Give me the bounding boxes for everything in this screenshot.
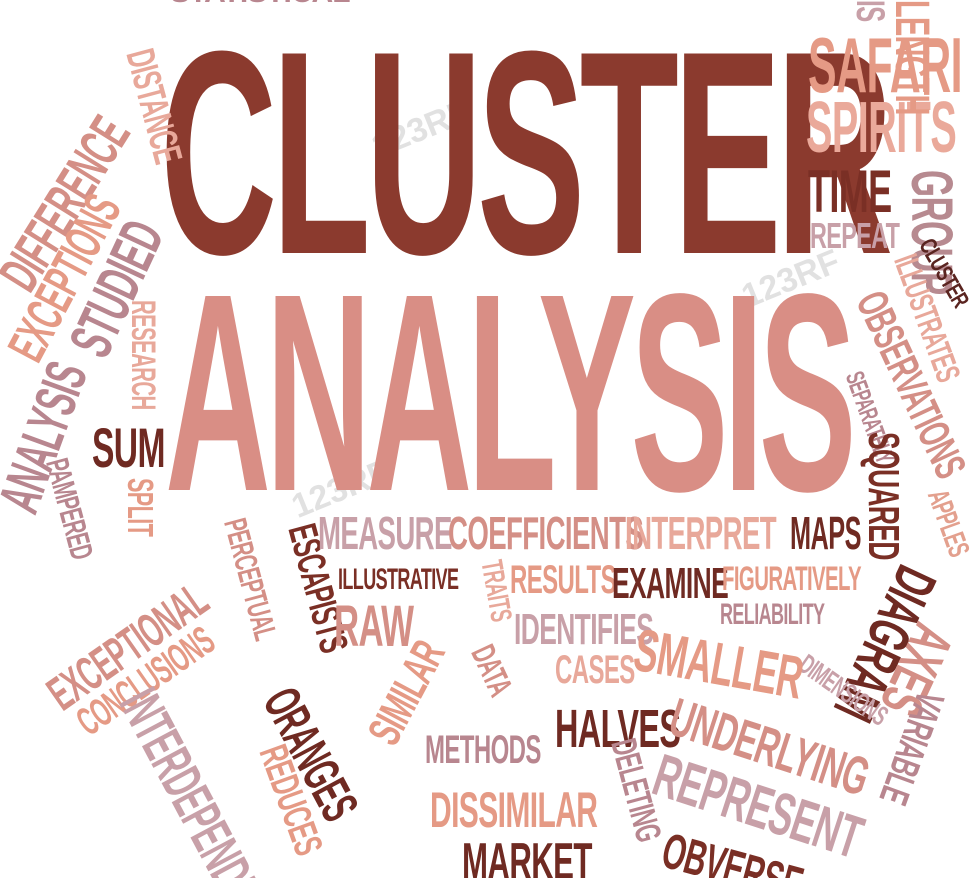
word: SMALLER bbox=[629, 616, 808, 712]
word: RAW bbox=[334, 594, 414, 659]
word: MEASURE bbox=[318, 507, 452, 559]
word: IS bbox=[848, 0, 892, 22]
word: SAFARI bbox=[808, 21, 963, 109]
word: TIME bbox=[808, 158, 892, 225]
word: SQUARED bbox=[859, 432, 908, 560]
word: IDENTIFIES bbox=[514, 605, 654, 654]
word: APPLES bbox=[920, 485, 970, 561]
word: REPEAT bbox=[810, 215, 900, 256]
word: SPIRITS bbox=[806, 88, 957, 168]
word: DISSIMILAR bbox=[430, 782, 598, 838]
word: SPLIT bbox=[120, 478, 161, 537]
word: DATA bbox=[463, 639, 520, 702]
word: MARKET bbox=[462, 833, 592, 878]
word: CASES bbox=[555, 648, 635, 692]
word-analysis-title: ANALYSIS bbox=[165, 235, 857, 550]
word: LENGTH bbox=[885, 0, 938, 115]
word: MAPS bbox=[790, 507, 861, 559]
word: FIGURATIVELY bbox=[722, 560, 862, 598]
word-cluster-title: CLUSTER bbox=[160, 0, 893, 315]
word: RESEARCH bbox=[124, 300, 162, 410]
word: ILLUSTRATIVE bbox=[338, 563, 459, 596]
word: HALVES bbox=[555, 699, 681, 759]
word: INTERPRET bbox=[625, 507, 777, 559]
word: STATISTICAL bbox=[170, 0, 351, 8]
word: SUM bbox=[92, 416, 165, 479]
word: METHODS bbox=[425, 728, 541, 772]
word: COEFFICIENTS bbox=[448, 507, 644, 559]
word: RELIABILITY bbox=[720, 598, 825, 631]
word: RESULTS bbox=[510, 558, 617, 602]
word: EXAMINE bbox=[612, 559, 729, 608]
